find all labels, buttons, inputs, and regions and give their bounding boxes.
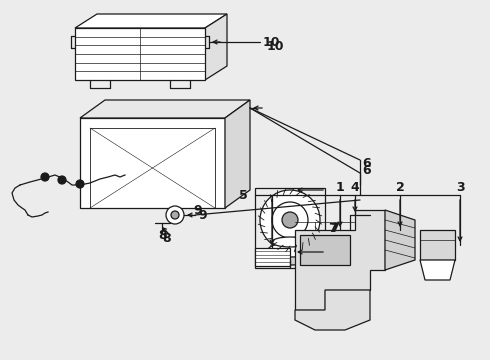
Ellipse shape (268, 243, 312, 257)
Polygon shape (300, 235, 350, 265)
Text: 6: 6 (362, 163, 370, 176)
Polygon shape (420, 260, 455, 280)
Circle shape (272, 202, 308, 238)
Polygon shape (80, 118, 225, 208)
Circle shape (171, 211, 179, 219)
Circle shape (166, 206, 184, 224)
Text: 7: 7 (330, 221, 339, 234)
Circle shape (58, 176, 66, 184)
Text: 3: 3 (456, 180, 465, 194)
Circle shape (41, 173, 49, 181)
Text: 9: 9 (193, 203, 201, 216)
Bar (255, 188, 325, 268)
Ellipse shape (268, 251, 312, 265)
Bar (255, 248, 290, 266)
Circle shape (76, 180, 84, 188)
Polygon shape (385, 210, 415, 270)
Text: 2: 2 (395, 180, 404, 194)
Ellipse shape (272, 237, 308, 247)
Polygon shape (295, 290, 370, 330)
Polygon shape (205, 14, 227, 80)
Circle shape (260, 190, 320, 250)
Text: 4: 4 (351, 180, 359, 194)
Polygon shape (80, 100, 250, 118)
Text: 8: 8 (158, 229, 167, 242)
Bar (420, 230, 455, 260)
Text: 1: 1 (336, 180, 344, 194)
Text: 8: 8 (162, 231, 171, 244)
Text: 6: 6 (362, 157, 370, 170)
Polygon shape (295, 210, 385, 310)
Text: 10: 10 (267, 40, 285, 53)
Polygon shape (75, 28, 205, 80)
Text: 7: 7 (328, 221, 337, 234)
Polygon shape (225, 100, 250, 208)
Circle shape (282, 212, 298, 228)
Text: 10: 10 (263, 36, 280, 49)
Polygon shape (75, 14, 227, 28)
Text: 5: 5 (239, 189, 247, 202)
Text: 9: 9 (198, 208, 207, 221)
